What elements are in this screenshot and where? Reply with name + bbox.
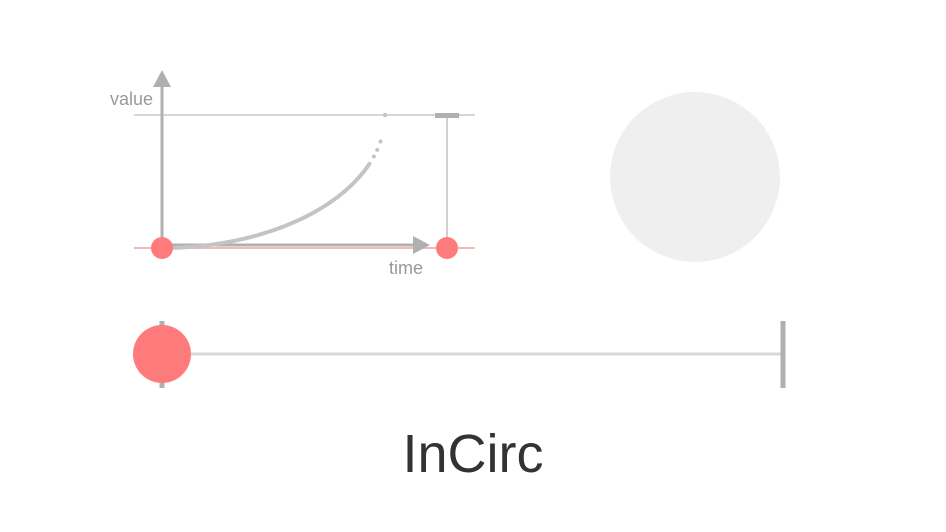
curve-dot (382, 112, 388, 118)
y-axis-label: value (110, 89, 153, 109)
curve-dot (375, 147, 380, 152)
x-axis-label: time (389, 258, 423, 278)
graph-start-dot (151, 237, 173, 259)
x-axis-arrow-icon (413, 236, 430, 254)
easing-title: InCirc (402, 424, 543, 484)
curve-dot (378, 139, 383, 144)
easing-curve (160, 161, 372, 250)
easing-curve-end-dots (371, 112, 388, 159)
curve-dot (371, 154, 376, 159)
value-meter-dot (436, 237, 458, 259)
easing-graph: value time (110, 70, 475, 278)
slider-handle[interactable] (133, 325, 191, 383)
value-meter-cap (435, 113, 459, 118)
preview-circle (610, 92, 780, 262)
progress-slider[interactable] (133, 321, 786, 388)
y-axis-arrow-icon (153, 70, 171, 87)
